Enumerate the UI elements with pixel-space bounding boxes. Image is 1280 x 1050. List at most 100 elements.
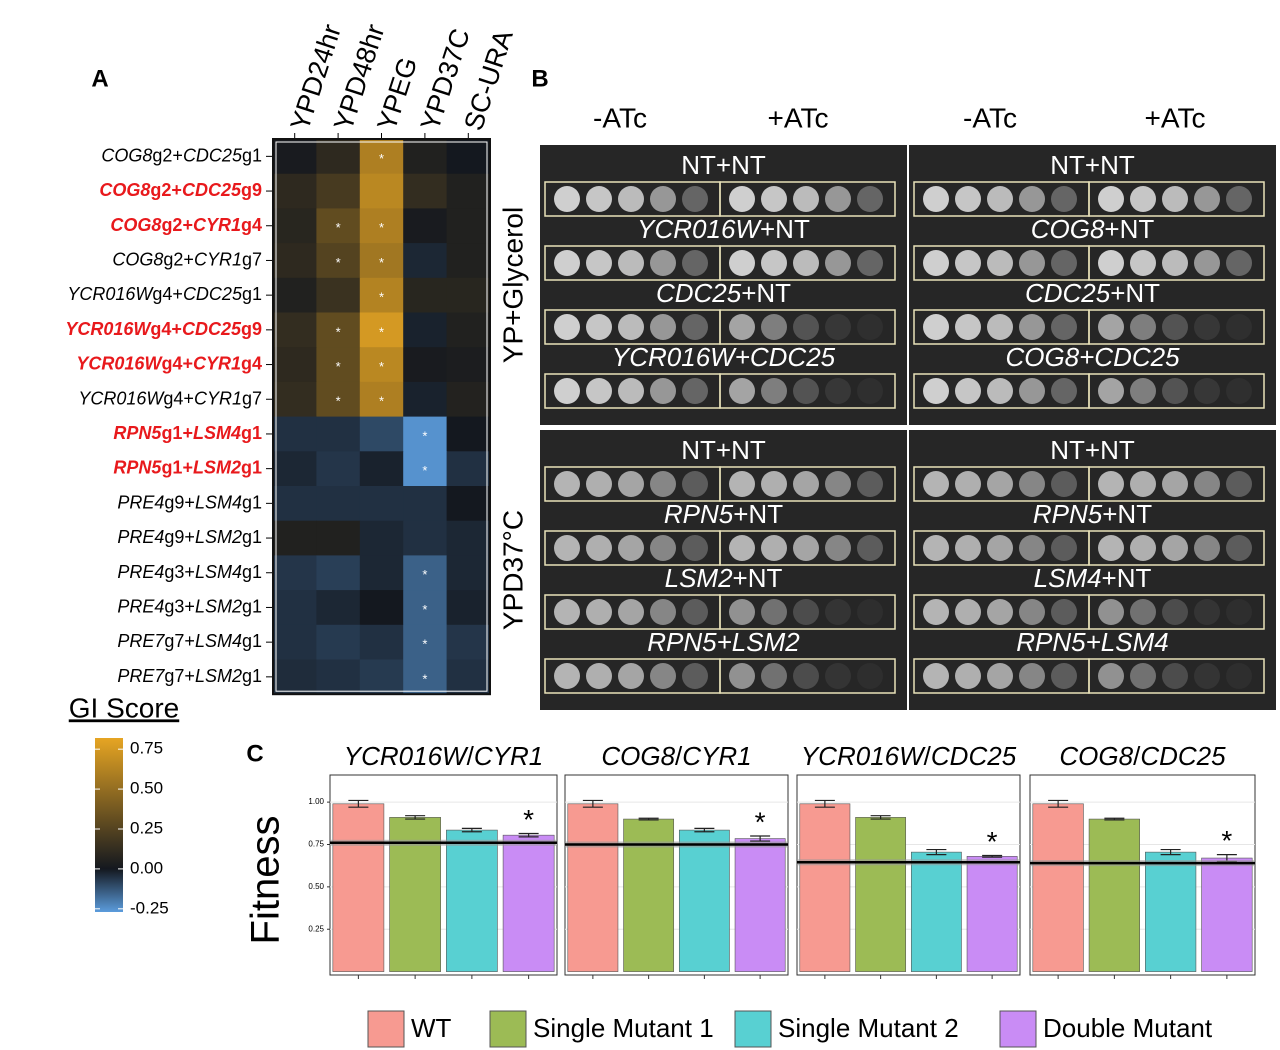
spot xyxy=(793,314,819,340)
spot xyxy=(1194,599,1220,625)
row-label-part: COG8 xyxy=(101,145,152,165)
row-label-part: g4+ xyxy=(152,284,183,304)
heatmap-cell xyxy=(403,520,448,556)
heatmap-cell xyxy=(273,590,317,626)
bar xyxy=(1032,803,1084,972)
spot xyxy=(650,663,676,689)
spot xyxy=(923,535,949,561)
heatmap-cell xyxy=(446,555,491,591)
spot xyxy=(761,186,787,212)
row-label-part: g1 xyxy=(242,596,262,616)
spot xyxy=(1051,314,1077,340)
spot xyxy=(987,535,1013,561)
row-label-part: g1+ xyxy=(161,423,193,443)
significance-star: * xyxy=(422,671,427,686)
spot-box xyxy=(1088,309,1265,345)
heatmap-cell xyxy=(446,243,491,279)
heatmap-cell xyxy=(403,416,448,452)
heatmap-cell xyxy=(403,347,448,383)
spot xyxy=(857,250,883,276)
spot xyxy=(857,314,883,340)
spot xyxy=(554,471,580,497)
spot xyxy=(586,378,612,404)
row-label-part: LSM2 xyxy=(193,457,241,477)
spot xyxy=(1098,378,1124,404)
row-label-part: COG8 xyxy=(99,180,150,200)
row-label-part: LSM4 xyxy=(195,562,242,582)
heatmap-cell xyxy=(273,520,317,556)
spot-box xyxy=(719,594,896,630)
plate-row-label-part: +NT xyxy=(733,499,783,529)
row-label-part: g2+ xyxy=(163,249,194,269)
significance-star: * xyxy=(379,220,384,235)
error-bar xyxy=(750,835,771,842)
plate-row-label: RPN5+LSM2 xyxy=(647,627,800,657)
error-bar xyxy=(926,848,947,856)
bar xyxy=(910,851,962,972)
significance-star: * xyxy=(422,567,427,582)
significance-star: * xyxy=(379,255,384,270)
plate-row-label-part: RPN5 xyxy=(1033,499,1103,529)
spot xyxy=(1162,663,1188,689)
spot xyxy=(1019,186,1045,212)
spot xyxy=(1194,186,1220,212)
heatmap-cell xyxy=(446,624,491,660)
row-label-part: g1 xyxy=(242,562,262,582)
heatmap-cell xyxy=(446,312,491,348)
row-label-part: COG8 xyxy=(110,215,161,235)
heatmap-cell xyxy=(273,624,317,660)
plate-row-label: LSM2+NT xyxy=(665,563,783,593)
heatmap-cell xyxy=(359,347,404,383)
significance-star: * xyxy=(422,463,427,478)
spot xyxy=(955,535,981,561)
plate-row-label-part: +NT xyxy=(1110,278,1160,308)
spot-box xyxy=(719,530,896,566)
spot xyxy=(955,314,981,340)
colorbar-title: GI Score xyxy=(69,692,179,723)
spot xyxy=(1098,535,1124,561)
spot xyxy=(1226,186,1252,212)
spot xyxy=(793,250,819,276)
spot xyxy=(586,599,612,625)
spot xyxy=(1130,250,1156,276)
panel-label: B xyxy=(531,65,548,92)
spot xyxy=(1051,378,1077,404)
spot xyxy=(1019,599,1045,625)
row-label-part: CYR1 xyxy=(194,388,242,408)
spot xyxy=(955,250,981,276)
error-bar xyxy=(694,827,715,833)
heatmap-cell xyxy=(403,139,448,175)
spot xyxy=(618,186,644,212)
spot xyxy=(650,471,676,497)
row-label-part: YCR016W xyxy=(65,319,152,339)
row-label-part: g1 xyxy=(242,492,262,512)
heatmap-cell xyxy=(359,312,404,348)
heatmap-cell xyxy=(446,416,491,452)
spot xyxy=(1098,599,1124,625)
spot xyxy=(729,535,755,561)
spot xyxy=(793,599,819,625)
row-label: YCR016Wg4+CDC25g1 xyxy=(67,284,262,304)
colorbar-tick-label: 0.75 xyxy=(130,739,163,758)
plate-row-label-part: COG8+CDC25 xyxy=(1005,342,1180,372)
heatmap-cell xyxy=(316,520,361,556)
heatmap-cell xyxy=(316,555,361,591)
row-label-part: g2+ xyxy=(150,180,182,200)
spot xyxy=(761,471,787,497)
legend-swatch xyxy=(999,1010,1037,1048)
row-label-part: g1 xyxy=(242,631,262,651)
spot xyxy=(618,314,644,340)
spot xyxy=(857,186,883,212)
y-tick-label: 0.75 xyxy=(308,840,324,849)
heatmap-cell xyxy=(403,659,448,695)
row-label-part: g7 xyxy=(242,388,262,408)
facet-title-part: / xyxy=(924,741,932,771)
colorbar xyxy=(95,738,123,912)
spot xyxy=(793,186,819,212)
plate-row-label: NT+NT xyxy=(1050,435,1135,465)
significance-star: * xyxy=(422,602,427,617)
row-label-part: g7 xyxy=(242,249,262,269)
row-label-part: g4+ xyxy=(163,388,194,408)
row-label-part: g4+ xyxy=(150,319,182,339)
spot xyxy=(955,378,981,404)
